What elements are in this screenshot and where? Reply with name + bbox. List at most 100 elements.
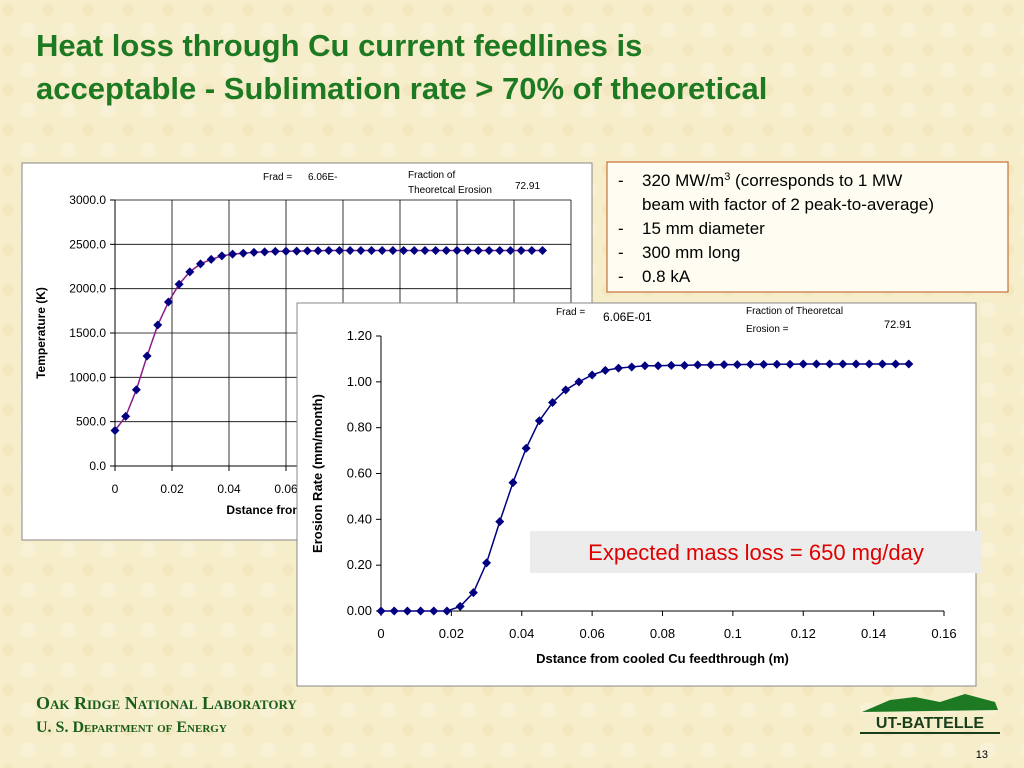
annotation: 6.06E- [308,172,337,183]
annotation: 72.91 [515,181,540,192]
data-point [505,246,515,256]
bullet-text: beam with factor of 2 peak-to-average) [642,195,934,214]
data-point [388,246,398,256]
bullet-text: 300 mm long [642,243,740,262]
data-point [679,360,689,370]
logo-mountain [862,694,998,712]
data-point [864,359,874,369]
data-point [719,360,729,370]
x-tick-label: 0.08 [650,626,675,641]
bullets: - 320 MW/m3 (corresponds to 1 MW beam wi… [618,171,934,286]
footer-org: Oak Ridge National Laboratory [36,693,297,713]
data-point [455,601,465,611]
data-point [838,359,848,369]
data-point [334,246,344,256]
data-point [110,426,120,436]
logo-text: UT-BATTELLE [876,715,984,732]
data-point [376,606,386,616]
y-tick-label: 0.20 [347,557,372,572]
data-point [153,320,163,330]
x-tick-label: 0 [377,626,384,641]
y-tick-label: 1000.0 [69,370,106,384]
data-point [270,246,280,256]
data-point [174,279,184,289]
x-tick-label: 0 [112,482,119,496]
y-axis-label: Temperature (K) [34,287,48,379]
data-point [614,363,624,373]
data-point [516,246,526,256]
data-point [185,267,195,277]
data-point [653,361,663,371]
data-point [356,246,366,256]
data-point [463,246,473,256]
data-point [811,359,821,369]
data-point [429,606,439,616]
bullet: 320 MW/m3 (corresponds to 1 MW [642,171,902,190]
data-point [196,259,205,269]
data-point [416,606,426,616]
annotation: 6.06E-01 [603,310,652,324]
bullet-box [606,161,1009,293]
bullet-text: 0.8 kA [642,267,691,286]
callout: Expected mass loss = 650 mg/day [588,540,924,565]
data-point [798,359,808,369]
y-tick-label: 0.40 [347,511,372,526]
data-point [521,443,531,453]
x-tick-label: 0.06 [579,626,604,641]
y-tick-label: 0.80 [347,420,372,435]
data-point [377,246,387,256]
data-point [484,246,494,256]
x-tick-label: 0.16 [931,626,956,641]
x-axis-label: Dstance from cooled Cu feedthrough (m) [536,651,789,666]
x-tick-label: 0.12 [791,626,816,641]
x-tick-label: 0.02 [160,482,184,496]
data-point [538,246,547,256]
data-point [495,246,505,256]
y-tick-label: 1500.0 [69,326,106,340]
data-point [534,416,544,426]
y-tick-label: 500.0 [76,415,106,429]
x-tick-label: 0.02 [439,626,464,641]
x-tick-label: 0.04 [509,626,534,641]
bullet-text: 320 MW/m [642,171,724,190]
data-point [402,606,412,616]
annotation: Fraction of [408,170,455,181]
y-tick-label: 3000.0 [69,193,106,207]
y-tick-label: 1.20 [347,328,372,343]
y-tick-label: 2500.0 [69,237,106,251]
annotation: Fraction of Theoretcal [746,306,843,317]
dash: - [618,171,624,190]
annotation: Erosion = [746,324,789,335]
data-point [324,246,334,256]
data-point [121,411,131,421]
data-point [420,246,430,256]
y-tick-label: 1.00 [347,374,372,389]
superscript: 3 [724,171,730,183]
data-point [228,249,238,259]
dash: - [618,219,624,238]
data-point [302,246,312,256]
y-axis-label: Erosion Rate (mm/month) [310,394,325,553]
data-point [473,246,483,256]
data-point [640,361,650,371]
page-number: 13 [976,749,988,761]
annotation: Theoretcal Erosion [408,185,492,196]
data-point [409,246,419,256]
annotation: 72.91 [884,319,912,331]
data-point [851,359,861,369]
data-point [452,246,462,256]
data-point [825,359,835,369]
data-point [666,360,676,370]
data-point [281,246,291,256]
data-point [574,377,584,387]
data-point [292,246,302,256]
data-point [587,370,597,380]
data-point [260,247,270,257]
data-point [441,246,451,256]
data-point [693,360,703,370]
data-point [313,246,323,256]
data-point [600,365,610,375]
data-point [904,359,914,369]
dash: - [618,243,624,262]
